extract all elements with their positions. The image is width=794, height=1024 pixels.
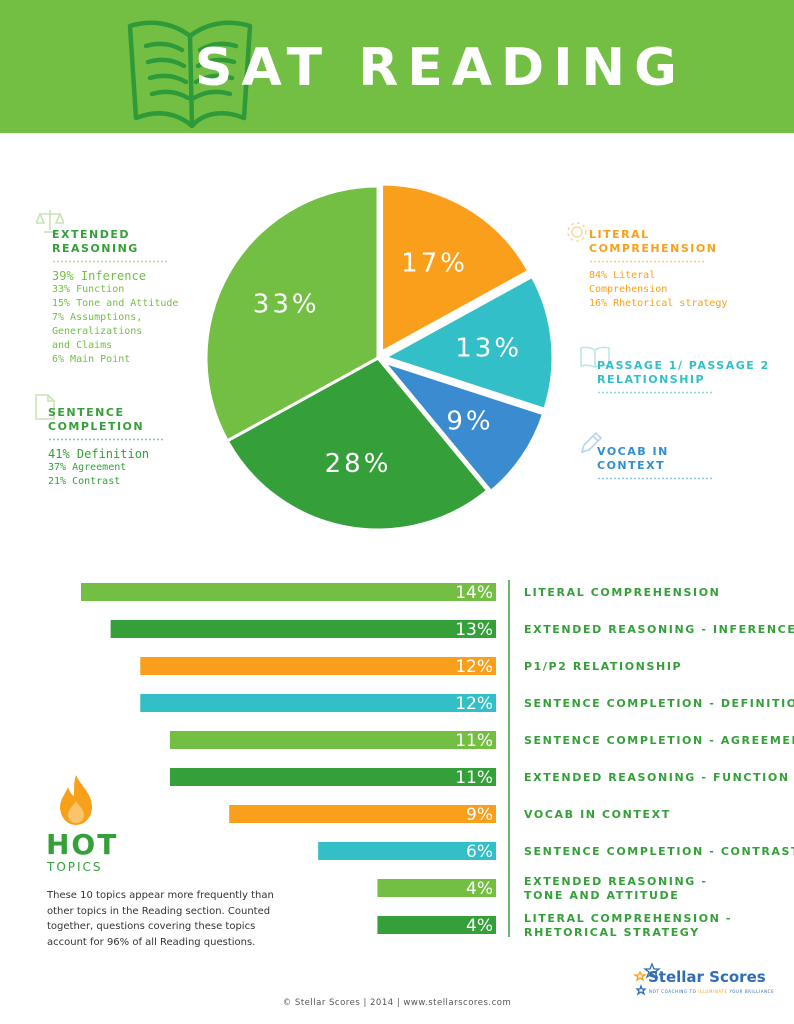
- bar-value-label: 12%: [455, 657, 493, 677]
- bar: [377, 916, 496, 934]
- hot-topics-description: These 10 topics appear more frequently t…: [47, 890, 274, 948]
- bar-category-label: SENTENCE COMPLETION - AGREEMENT: [524, 734, 794, 747]
- bar: [140, 657, 497, 675]
- hot-topics-subtitle: TOPICS: [47, 860, 103, 874]
- bar: [140, 694, 497, 712]
- bar: [229, 805, 496, 823]
- dotted-divider: [52, 260, 167, 263]
- logo-tagline-pre: NOT COACHING TO: [649, 989, 699, 994]
- bar-category-label: SENTENCE COMPLETION - CONTRAST: [524, 845, 794, 858]
- footer-credit: © Stellar Scores | 2014 | www.stellarsco…: [282, 998, 512, 1008]
- bar: [169, 768, 496, 786]
- page-title: SAT READING: [195, 38, 686, 98]
- bar-value-label: 11%: [455, 768, 493, 788]
- bar-category-label: VOCAB IN CONTEXT: [524, 808, 671, 821]
- pie-slice-label: 17%: [401, 248, 468, 278]
- category-literal-comprehension: LITERAL COMPREHENSION 84% Literal Compre…: [589, 228, 727, 311]
- hot-topics-bar-chart: 14% 13% 12% 12% 11% 11% 9% 6% 4% 4% LITERAL COMPR…: [81, 580, 794, 939]
- pie-slice-label: 13%: [455, 334, 522, 364]
- category-name: EXTENDED REASONING: [52, 228, 139, 255]
- bar-category-label: EXTENDED REASONING - FUNCTION: [524, 771, 790, 784]
- bar-category-label: LITERAL COMPREHENSION: [524, 586, 720, 599]
- dotted-divider: [48, 438, 163, 441]
- pie-slice: [204, 184, 380, 443]
- category-item: 7% Assumptions, Generalizations and Clai…: [52, 312, 143, 351]
- pie-slice: [225, 356, 490, 532]
- logo-name: Stellar Scores: [648, 968, 766, 986]
- dotted-divider: [597, 477, 712, 480]
- bar-value-label: 11%: [455, 731, 493, 751]
- bar-category-label: SENTENCE COMPLETION - DEFINITION: [524, 697, 794, 710]
- pie-chart: 17% 13% 9% 28% 33%: [204, 182, 555, 532]
- category-name: LITERAL COMPREHENSION: [589, 228, 718, 255]
- bar-category-label: P1/P2 RELATIONSHIP: [524, 660, 682, 673]
- category-item: 37% Agreement: [48, 462, 127, 473]
- category-passage-relationship: PASSAGE 1/ PASSAGE 2 RELATIONSHIP: [597, 359, 770, 400]
- category-extended-reasoning: EXTENDED REASONING 39% Inference 33% Fun…: [52, 228, 178, 367]
- bar-value-label: 4%: [466, 879, 493, 899]
- bar-category-label: EXTENDED REASONING -TONE AND ATTITUDE: [524, 875, 708, 902]
- pie-slice-label: 9%: [446, 406, 493, 436]
- category-item: 21% Contrast: [48, 476, 121, 487]
- pie-slice: [382, 360, 546, 493]
- category-item: 84% Literal Comprehension: [589, 270, 668, 295]
- category-vocab-in-context: VOCAB IN CONTEXT: [597, 445, 712, 486]
- category-sentence-completion: SENTENCE COMPLETION 41% Definition 37% A…: [48, 406, 163, 489]
- open-book-icon: [127, 20, 253, 129]
- pie-slice-label: 28%: [325, 449, 392, 479]
- bar-value-label: 4%: [466, 916, 493, 936]
- bar-category-label: LITERAL COMPREHENSION -RHETORICAL STRATE…: [524, 912, 732, 939]
- category-item: 33% Function: [52, 284, 125, 295]
- header-banner: SAT READING: [0, 0, 794, 133]
- dotted-divider: [597, 391, 712, 394]
- logo-tagline: NOT COACHING TO ILLUMINATE YOUR BRILLIAN…: [649, 989, 779, 994]
- bar-value-label: 14%: [455, 583, 493, 603]
- category-item: 39% Inference: [52, 269, 146, 283]
- bar-value-label: 13%: [455, 620, 493, 640]
- category-item: 16% Rhetorical strategy: [589, 298, 728, 309]
- bar-category-label: EXTENDED REASONING - INFERENCE: [524, 623, 794, 636]
- pie-slice: [380, 182, 531, 354]
- bar: [377, 879, 496, 897]
- pencil-icon: [580, 431, 603, 454]
- flame-icon: [60, 775, 92, 825]
- category-item: 41% Definition: [48, 447, 150, 461]
- open-book-icon: [580, 346, 610, 368]
- bar-value-label: 12%: [455, 694, 493, 714]
- pie-slice-label: 33%: [253, 290, 320, 320]
- category-item: 6% Main Point: [52, 354, 131, 365]
- bar: [110, 620, 497, 638]
- bar-value-label: 6%: [466, 842, 493, 862]
- scales-icon: [36, 210, 64, 233]
- category-name: VOCAB IN CONTEXT: [597, 445, 669, 472]
- category-name: SENTENCE COMPLETION: [48, 406, 145, 433]
- hot-topics-title: HOT: [46, 828, 119, 861]
- logo-tagline-highlight: ILLUMINATE: [698, 989, 728, 994]
- gear-icon: [567, 222, 587, 242]
- document-icon: [35, 394, 55, 420]
- bar: [81, 583, 496, 601]
- category-item: 15% Tone and Attitude: [52, 298, 179, 309]
- logo-tagline-post: YOUR BRILLIANCE: [727, 989, 775, 994]
- pie-slice: [383, 274, 555, 411]
- dotted-divider: [589, 260, 704, 263]
- bar: [169, 731, 496, 749]
- bar: [318, 842, 496, 860]
- stars-icon: [632, 962, 661, 996]
- bar-value-label: 9%: [466, 805, 493, 825]
- category-name: PASSAGE 1/ PASSAGE 2 RELATIONSHIP: [597, 359, 770, 386]
